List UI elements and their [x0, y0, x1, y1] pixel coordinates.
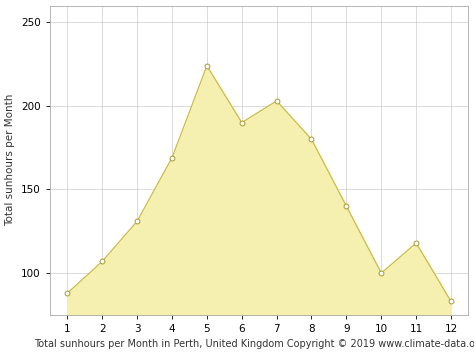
X-axis label: Total sunhours per Month in Perth, United Kingdom Copyright © 2019 www.climate-d: Total sunhours per Month in Perth, Unite… — [34, 339, 474, 349]
Y-axis label: Total sunhours per Month: Total sunhours per Month — [6, 94, 16, 226]
